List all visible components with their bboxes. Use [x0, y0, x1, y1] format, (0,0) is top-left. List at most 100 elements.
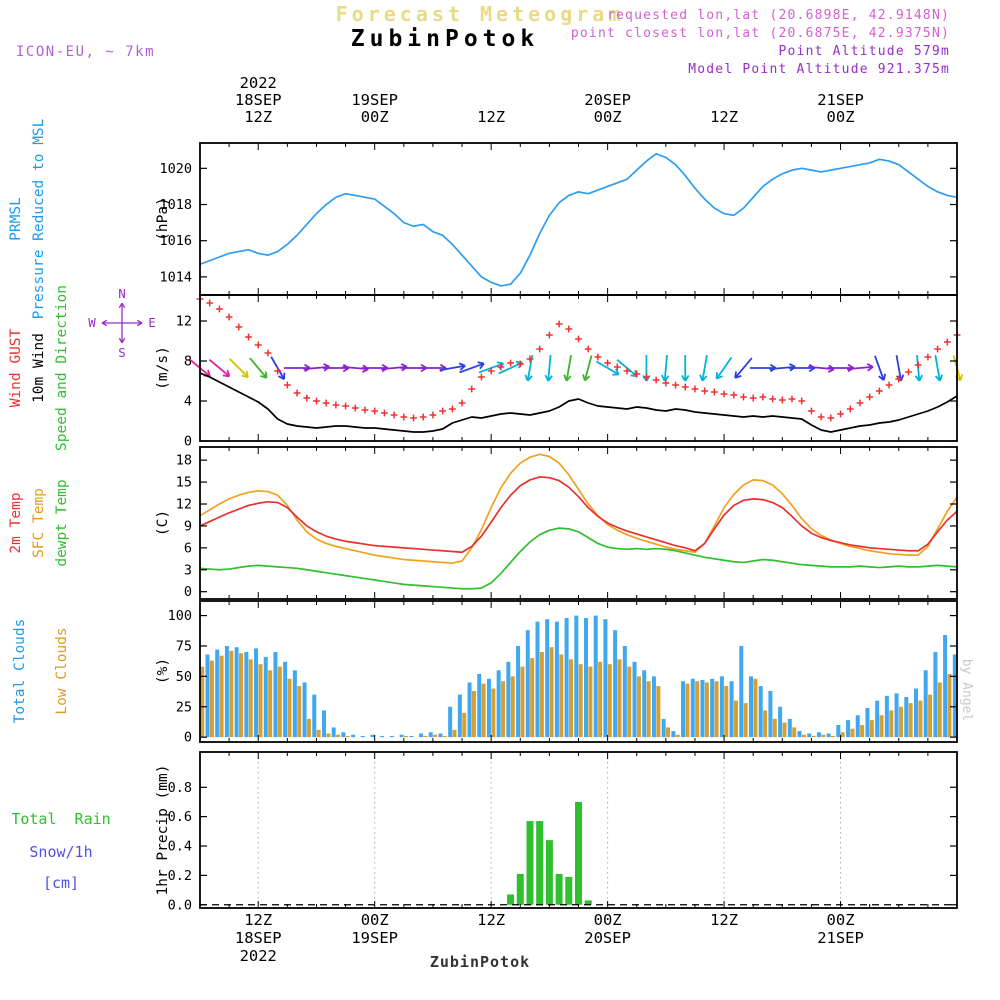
- svg-text:E: E: [148, 315, 156, 330]
- svg-text:12Z: 12Z: [477, 911, 505, 929]
- bar: [656, 686, 661, 738]
- bar: [836, 724, 841, 738]
- wind-arrow: [459, 362, 485, 374]
- bar: [739, 645, 744, 738]
- bar: [283, 661, 288, 738]
- svg-text:4: 4: [184, 394, 192, 410]
- svg-text:W: W: [88, 315, 96, 330]
- wind-arrow-head: [544, 374, 550, 382]
- bar: [491, 688, 496, 738]
- bar: [302, 682, 307, 738]
- bar: [380, 735, 385, 738]
- wind-arrow-head: [527, 375, 533, 382]
- bar: [530, 658, 535, 738]
- bar: [695, 681, 700, 738]
- svg-text:1018: 1018: [159, 197, 192, 213]
- bar: [933, 652, 938, 738]
- wind-arrow-head: [789, 363, 796, 368]
- bar: [448, 706, 453, 738]
- bar: [559, 654, 564, 738]
- wind-arrow-head: [245, 370, 249, 378]
- bar: [316, 729, 321, 738]
- bar: [671, 731, 676, 738]
- wind-arrow-head: [959, 374, 964, 381]
- bar: [724, 686, 729, 738]
- bar: [704, 682, 709, 738]
- panel-frame: [199, 446, 958, 600]
- bar: [516, 873, 524, 905]
- wind-arrow-head: [479, 362, 485, 370]
- svg-text:0.8: 0.8: [168, 780, 192, 796]
- bar: [568, 659, 573, 738]
- wind-arrow-head: [847, 363, 855, 369]
- bar: [584, 618, 589, 738]
- bar: [229, 650, 234, 738]
- model-info: ICON-EU, ~ 7km: [16, 44, 156, 60]
- bar: [729, 681, 734, 738]
- bar: [869, 720, 874, 738]
- bar: [507, 894, 515, 905]
- station-title: ZubinPotok: [350, 26, 540, 52]
- bar: [855, 715, 860, 738]
- bar: [423, 735, 428, 738]
- bar: [593, 615, 598, 738]
- svg-text:0.6: 0.6: [168, 809, 192, 825]
- wind-arrow-head: [222, 374, 230, 378]
- wind-arrow-head: [614, 368, 620, 375]
- wind-arrow: [249, 357, 268, 379]
- bar: [661, 718, 666, 738]
- bar: [943, 635, 948, 738]
- svg-text:75: 75: [176, 638, 192, 654]
- svg-text:0.4: 0.4: [168, 839, 192, 855]
- bar: [743, 703, 748, 738]
- svg-text:0.0: 0.0: [168, 897, 192, 913]
- wind-arrow-head: [381, 363, 389, 369]
- wind-arrow: [547, 354, 552, 382]
- bar: [778, 706, 783, 738]
- svg-text:20SEP: 20SEP: [584, 91, 631, 109]
- bar: [205, 654, 210, 738]
- bar: [555, 873, 563, 905]
- bar: [719, 676, 724, 738]
- bar: [297, 686, 302, 738]
- wind-arrow-head: [563, 374, 568, 382]
- bar: [748, 676, 753, 738]
- svg-text:00Z: 00Z: [594, 108, 622, 126]
- wind-arrow-head: [867, 366, 874, 372]
- svg-text:00Z: 00Z: [827, 108, 855, 126]
- bar: [811, 735, 816, 738]
- wind-arrow: [846, 365, 873, 371]
- bar: [481, 683, 486, 738]
- bar: [520, 666, 525, 738]
- wind-arrow-head: [630, 374, 638, 378]
- bar: [516, 645, 521, 738]
- wind-arrow-head: [918, 374, 924, 382]
- bar: [826, 733, 831, 738]
- wind-arrow: [583, 355, 593, 381]
- bar: [807, 733, 812, 738]
- bar: [506, 661, 511, 738]
- svg-text:1014: 1014: [159, 269, 192, 285]
- wind-arrow-head: [684, 374, 690, 382]
- svg-text:19SEP: 19SEP: [351, 91, 398, 109]
- bar: [292, 670, 297, 738]
- bar: [928, 694, 933, 738]
- bar: [831, 735, 836, 738]
- wind-arrow-head: [878, 375, 885, 381]
- bar: [578, 664, 583, 738]
- wind-arrow-head: [524, 374, 529, 382]
- wind-arrow: [874, 355, 885, 381]
- bar: [598, 661, 603, 738]
- bar: [797, 731, 802, 738]
- bar: [389, 735, 394, 738]
- wind-arrow-head: [882, 373, 886, 381]
- ylabel-total-rain: Total Rain: [11, 810, 111, 828]
- svg-text:0: 0: [184, 730, 192, 746]
- bar: [651, 676, 656, 738]
- wind-arrow: [895, 355, 902, 381]
- bar: [331, 727, 336, 738]
- wind-arrow-head: [827, 368, 835, 373]
- wind-arrow-head: [914, 375, 921, 382]
- wind-arrow-head: [342, 367, 350, 373]
